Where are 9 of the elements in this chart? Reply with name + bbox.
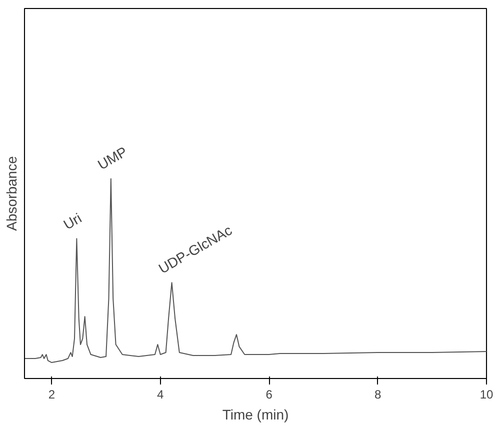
x-tick-label: 8	[374, 388, 382, 402]
x-tick-label: 6	[266, 388, 273, 402]
annotation: Uri	[60, 210, 84, 233]
x-tick-label: 2	[48, 388, 56, 402]
x-tick-label: 10	[480, 388, 494, 402]
y-axis-title: Absorbance	[4, 156, 20, 231]
x-axis-title: Time (min)	[222, 406, 289, 422]
x-tick-label: 4	[157, 388, 164, 402]
annotation: UMP	[94, 143, 130, 173]
